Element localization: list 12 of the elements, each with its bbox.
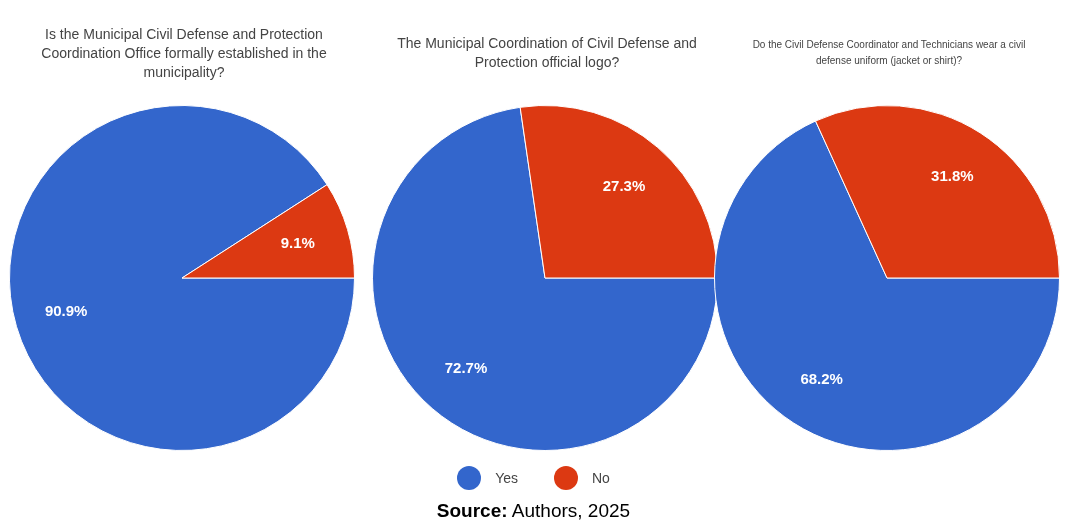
data-label: 31.8% — [931, 166, 974, 184]
data-label: 72.7% — [444, 359, 488, 377]
legend-label: No — [591, 470, 610, 486]
legend-label: Yes — [495, 470, 518, 486]
chart-title: Do the Civil Defense Coordinator and Technicians wear a civil defense uniform (jacket or shirt)? — [751, 38, 1027, 68]
data-label: 27.3% — [602, 176, 646, 194]
chart-title: Is the Municipal Civil Defense and Protection Coordination Office formally established in the municipality? — [40, 24, 328, 82]
data-label: 68.2% — [800, 369, 843, 387]
data-label: 90.9% — [44, 302, 88, 320]
source-note: Source: Authors, 2025 — [435, 500, 632, 522]
chart-title: The Municipal Coordination of Civil Defense and Protection official logo? — [396, 34, 698, 72]
data-label: 9.1% — [280, 234, 315, 252]
